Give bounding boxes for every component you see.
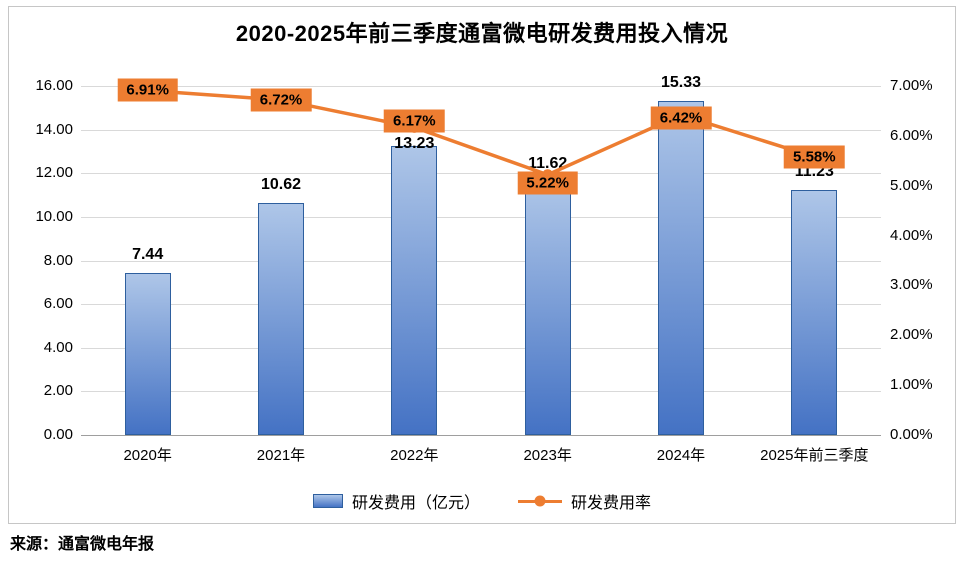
y-axis-tick-left: 4.00 <box>43 338 73 356</box>
bar-value-label: 10.62 <box>260 176 302 194</box>
line-legend-dot-icon <box>534 495 546 507</box>
legend-item-line: 研发费用率 <box>518 489 651 513</box>
gridline <box>81 173 881 175</box>
y-axis-tick-right: 5.00% <box>890 176 933 194</box>
y-axis-tick-right: 0.00% <box>890 426 933 443</box>
category-label: 2023年 <box>523 447 572 464</box>
gridline <box>81 216 881 218</box>
y-axis-tick-right: 2.00% <box>890 326 933 344</box>
line-value-label: 6.91% <box>117 78 178 102</box>
chart-frame: 2020-2025年前三季度通富微电研发费用投入情况 0.00 2.00 4.00 6… <box>8 6 956 524</box>
gridline <box>81 391 881 393</box>
bar <box>391 146 438 435</box>
gridline <box>81 86 881 87</box>
bar <box>258 203 304 435</box>
bar-value-label: 15.33 <box>660 73 702 91</box>
line-legend-marker <box>518 495 562 507</box>
line-value-label: 6.17% <box>384 109 445 133</box>
bar-legend-swatch <box>312 494 343 508</box>
y-axis-tick-right: 3.00% <box>890 276 933 294</box>
line-value-label: 5.22% <box>517 171 578 195</box>
category-label: 2025年前三季度 <box>760 447 869 464</box>
source-note: 来源：通富微电年报 <box>10 536 155 553</box>
y-axis-tick-left: 2.00 <box>43 382 73 400</box>
y-axis-tick-right: 7.00% <box>890 77 933 94</box>
line-legend-label: 研发费用率 <box>571 495 652 512</box>
bar <box>124 272 171 435</box>
category-label: 2022年 <box>390 447 439 464</box>
chart-title: 2020-2025年前三季度通富微电研发费用投入情况 <box>235 21 729 46</box>
gridline <box>81 347 881 349</box>
bar <box>791 190 838 435</box>
y-axis-tick-left: 8.00 <box>43 251 73 269</box>
y-axis-tick-left: 12.00 <box>35 164 73 182</box>
gridline <box>81 304 881 306</box>
bar <box>524 181 571 435</box>
legend-item-bar: 研发费用（亿元） <box>312 489 480 513</box>
y-axis-tick-right: 1.00% <box>890 376 933 394</box>
x-axis-line <box>81 435 881 436</box>
y-axis-tick-left: 16.00 <box>35 77 73 94</box>
category-label: 2024年 <box>656 447 706 464</box>
legend: 研发费用（亿元） 研发费用率 <box>9 489 955 513</box>
line-value-label: 5.58% <box>784 145 845 169</box>
y-axis-tick-left: 14.00 <box>35 120 73 138</box>
bar-value-label: 13.23 <box>394 135 435 153</box>
gridline <box>81 129 881 131</box>
y-axis-tick-left: 0.00 <box>43 426 73 443</box>
y-axis-tick-left: 10.00 <box>35 207 73 225</box>
bar <box>658 100 704 435</box>
line-value-label: 6.72% <box>250 88 312 112</box>
category-label: 2021年 <box>256 447 306 464</box>
y-axis-tick-left: 6.00 <box>43 295 73 313</box>
bar-value-label: 11.62 <box>528 154 568 172</box>
bar-legend-label: 研发费用（亿元） <box>351 495 480 512</box>
category-label: 2020年 <box>123 447 172 464</box>
bar-value-label: 7.44 <box>132 245 164 263</box>
line-value-label: 6.42% <box>650 106 712 130</box>
y-axis-tick-right: 4.00% <box>890 226 933 244</box>
y-axis-tick-right: 6.00% <box>890 126 933 144</box>
gridline <box>81 260 881 262</box>
plot-area: 0.00 2.00 4.00 6.00 8.00 10.00 12.00 14.00 16.00… <box>9 7 957 525</box>
